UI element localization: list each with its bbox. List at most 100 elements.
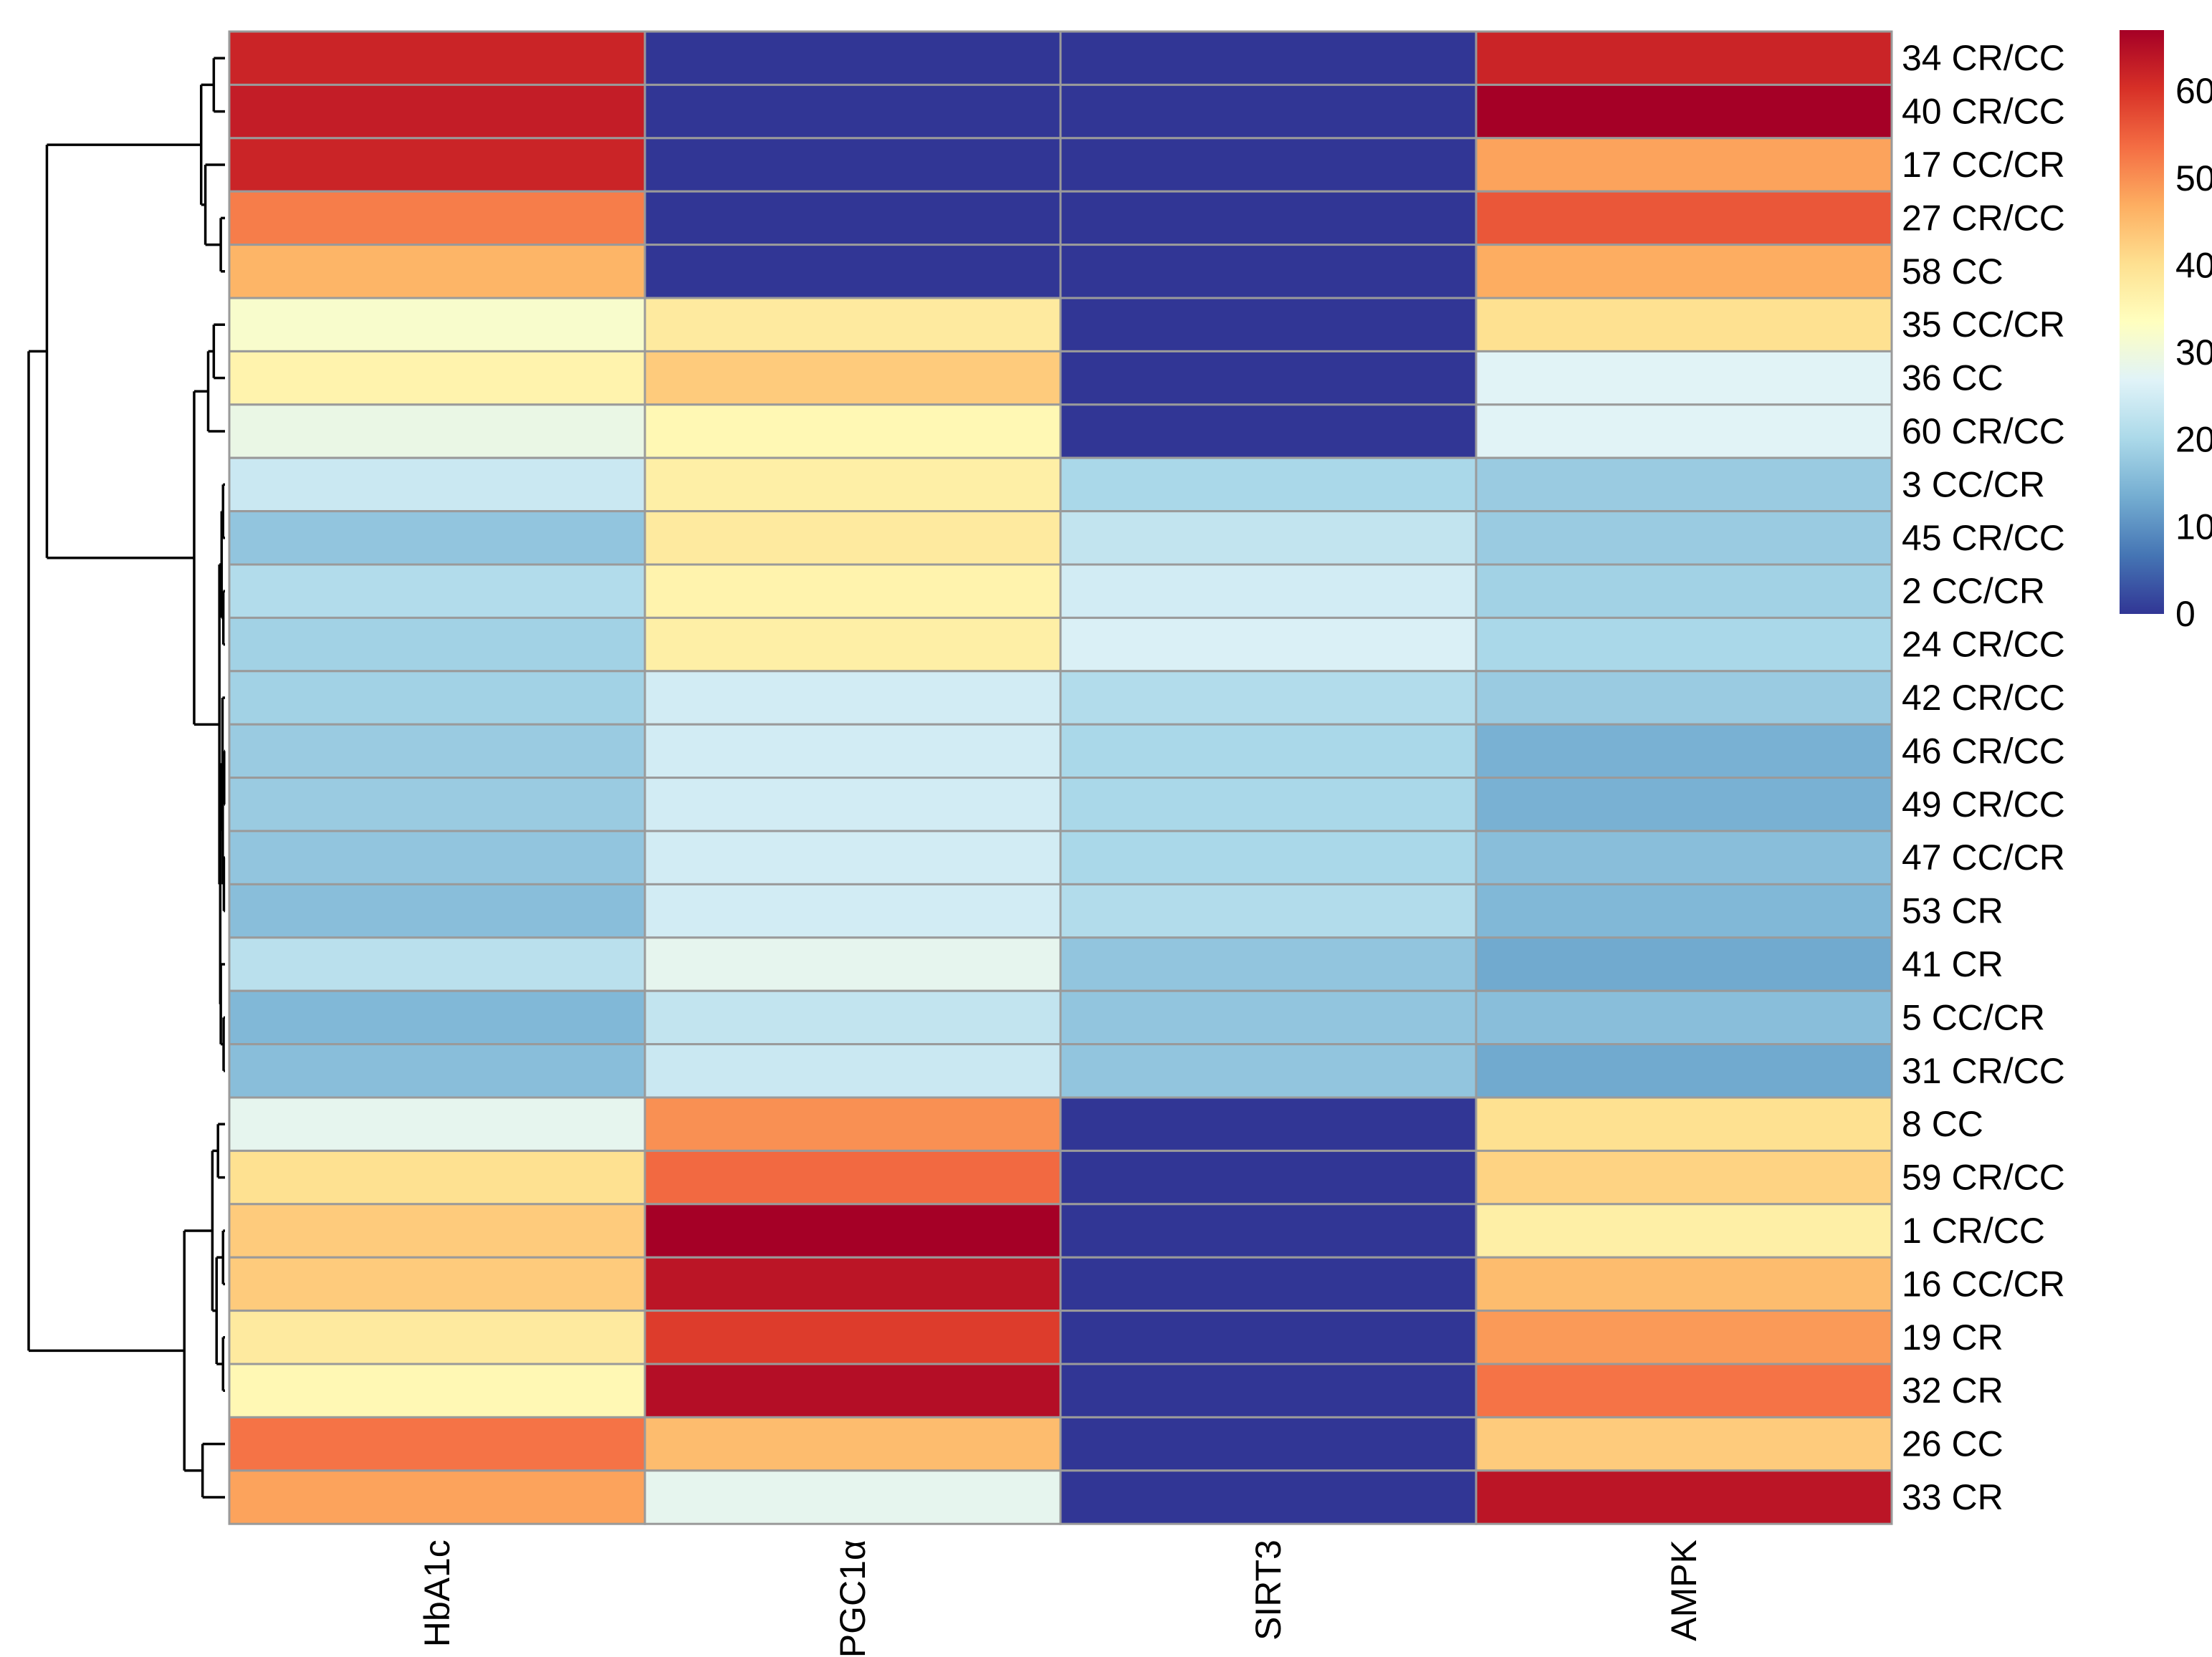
heatmap-cell xyxy=(643,350,1062,406)
heatmap-cell xyxy=(1059,936,1478,992)
row-label: 31 CR/CC xyxy=(1902,1051,2065,1091)
heatmap-cell xyxy=(1059,137,1478,193)
heatmap-cell xyxy=(228,936,646,992)
heatmap-cell xyxy=(228,1363,646,1418)
row-label: 33 CR xyxy=(1902,1477,2003,1517)
heatmap-cell xyxy=(643,777,1062,832)
heatmap-cell xyxy=(228,137,646,193)
heatmap-cell xyxy=(1059,244,1478,299)
heatmap-cell xyxy=(643,456,1062,513)
heatmap-cell xyxy=(1059,1203,1478,1259)
row-label: 26 CC xyxy=(1902,1424,2003,1464)
heatmap-cell xyxy=(1059,30,1478,86)
heatmap-cell xyxy=(1475,83,1893,140)
column-labels: HbA1c PGC1α SIRT3 AMPK xyxy=(417,1540,1704,1657)
heatmap-cell xyxy=(1475,1043,1893,1099)
heatmap-cell xyxy=(1475,830,1893,885)
heatmap-cell xyxy=(228,297,646,352)
row-label: 19 CR xyxy=(1902,1317,2003,1358)
heatmap-cell xyxy=(1059,723,1478,779)
heatmap-cell xyxy=(643,1469,1062,1525)
heatmap-cell xyxy=(1059,1043,1478,1099)
legend-tick-label: 10 xyxy=(2175,506,2212,547)
heatmap-cell xyxy=(1059,670,1478,726)
row-label: 40 CR/CC xyxy=(1902,92,2065,132)
heatmap-cell xyxy=(643,989,1062,1046)
heatmap-cell xyxy=(228,244,646,299)
heatmap-cell xyxy=(1475,936,1893,992)
row-label: 49 CR/CC xyxy=(1902,784,2065,825)
heatmap-cell xyxy=(1475,777,1893,832)
heatmap-cell xyxy=(1059,297,1478,352)
heatmap-cell xyxy=(1475,1256,1893,1312)
column-label: PGC1α xyxy=(833,1540,873,1657)
legend-tick-label: 20 xyxy=(2175,420,2212,460)
heatmap-cell xyxy=(643,883,1062,939)
heatmap-cell xyxy=(643,1149,1062,1206)
row-label: 24 CR/CC xyxy=(1902,625,2065,665)
heatmap-cell xyxy=(643,1203,1062,1259)
heatmap-cell xyxy=(1059,563,1478,619)
heatmap-cell xyxy=(228,777,646,832)
heatmap-cell xyxy=(643,1363,1062,1418)
heatmap-cell xyxy=(228,723,646,779)
heatmap-cell xyxy=(1475,456,1893,513)
heatmap-cell xyxy=(228,456,646,513)
heatmap-cell xyxy=(228,83,646,140)
heatmap-cell xyxy=(1059,403,1478,459)
heatmap-cell xyxy=(1475,723,1893,779)
row-label: 47 CC/CR xyxy=(1902,837,2065,878)
row-label: 45 CR/CC xyxy=(1902,518,2065,558)
heatmap-cell xyxy=(228,830,646,885)
heatmap-cell xyxy=(228,30,646,86)
row-labels: 34 CR/CC 40 CR/CC 17 CC/CR 27 CR/CC 58 CC 35 … xyxy=(1902,38,2065,1517)
row-label: 34 CR/CC xyxy=(1902,38,2065,78)
heatmap-cell xyxy=(1059,190,1478,246)
row-label: 17 CC/CR xyxy=(1902,145,2065,185)
heatmap-cell xyxy=(1475,1469,1893,1525)
heatmap-cell xyxy=(1059,989,1478,1046)
heatmap-cell xyxy=(1059,1096,1478,1152)
heatmap-cell xyxy=(643,1043,1062,1099)
column-label: SIRT3 xyxy=(1248,1540,1288,1641)
heatmap-cell xyxy=(228,1096,646,1152)
heatmap-cell xyxy=(228,1203,646,1259)
heatmap-cell xyxy=(1475,1363,1893,1418)
heatmap-cell xyxy=(228,1149,646,1206)
heatmap-cell xyxy=(643,1096,1062,1152)
heatmap-cell xyxy=(1475,1149,1893,1206)
heatmap-cell xyxy=(1059,830,1478,885)
heatmap-cell xyxy=(643,403,1062,459)
heatmap-cell xyxy=(1059,83,1478,140)
heatmap-cell xyxy=(1059,510,1478,566)
heatmap-cell xyxy=(643,563,1062,619)
legend-tick-label: 40 xyxy=(2175,245,2212,285)
row-label: 5 CC/CR xyxy=(1902,997,2045,1037)
legend-tick-label: 50 xyxy=(2175,158,2212,198)
heatmap-cell xyxy=(1475,190,1893,246)
heatmap-cell xyxy=(228,510,646,566)
color-legend: 0 10 20 30 40 50 60 xyxy=(2120,30,2212,634)
column-label: HbA1c xyxy=(417,1540,457,1647)
heatmap-cell xyxy=(1059,1416,1478,1472)
heatmap-cell xyxy=(1059,1149,1478,1206)
heatmap-cell xyxy=(1475,883,1893,939)
row-label: 3 CC/CR xyxy=(1902,464,2045,504)
heatmap-cell xyxy=(643,137,1062,193)
legend-tick-label: 30 xyxy=(2175,332,2212,373)
heatmap-cell xyxy=(643,83,1062,140)
heatmap-cell xyxy=(1475,1096,1893,1152)
heatmap-cell xyxy=(228,190,646,246)
heatmap-cell xyxy=(228,1256,646,1312)
heatmap-cell xyxy=(1475,297,1893,352)
heatmap-cell xyxy=(228,563,646,619)
heatmap-cell xyxy=(1475,350,1893,406)
heatmap-cell xyxy=(643,723,1062,779)
heatmap-cell xyxy=(228,1043,646,1099)
row-label: 58 CC xyxy=(1902,251,2003,292)
heatmap-cell xyxy=(643,1416,1062,1472)
heatmap-cell xyxy=(643,30,1062,86)
row-label: 32 CR xyxy=(1902,1370,2003,1411)
heatmap-cell xyxy=(1475,563,1893,619)
